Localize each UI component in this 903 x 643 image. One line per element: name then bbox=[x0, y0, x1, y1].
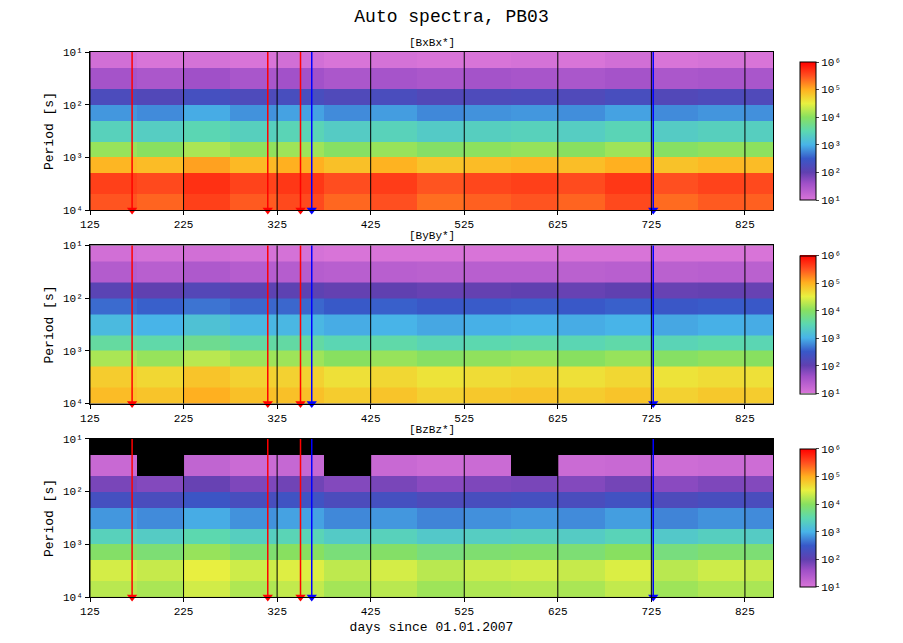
svg-text:325: 325 bbox=[267, 219, 287, 231]
svg-text:10²: 10² bbox=[821, 361, 841, 373]
svg-text:825: 825 bbox=[735, 606, 755, 618]
svg-text:225: 225 bbox=[174, 606, 194, 618]
svg-text:10²: 10² bbox=[63, 293, 83, 305]
svg-text:10⁵: 10⁵ bbox=[821, 471, 841, 483]
svg-text:days since 01.01.2007: days since 01.01.2007 bbox=[350, 620, 514, 635]
svg-text:525: 525 bbox=[454, 413, 474, 425]
svg-text:125: 125 bbox=[80, 413, 100, 425]
svg-text:10¹: 10¹ bbox=[821, 582, 841, 594]
svg-text:10³: 10³ bbox=[63, 152, 83, 164]
svg-text:10²: 10² bbox=[821, 554, 841, 566]
svg-text:Period [s]: Period [s] bbox=[42, 92, 57, 170]
svg-text:10²: 10² bbox=[63, 100, 83, 112]
svg-text:125: 125 bbox=[80, 219, 100, 231]
svg-text:10³: 10³ bbox=[63, 346, 83, 358]
svg-text:725: 725 bbox=[641, 219, 661, 231]
svg-text:525: 525 bbox=[454, 606, 474, 618]
svg-text:10⁴: 10⁴ bbox=[821, 499, 841, 511]
svg-text:10³: 10³ bbox=[821, 527, 841, 539]
svg-text:10²: 10² bbox=[821, 167, 841, 179]
svg-text:225: 225 bbox=[174, 413, 194, 425]
svg-text:425: 425 bbox=[361, 219, 381, 231]
svg-text:[BzBz*]: [BzBz*] bbox=[409, 424, 455, 436]
svg-text:10³: 10³ bbox=[63, 539, 83, 551]
svg-text:10¹: 10¹ bbox=[63, 47, 83, 59]
svg-text:10⁴: 10⁴ bbox=[63, 398, 83, 410]
svg-text:10¹: 10¹ bbox=[821, 388, 841, 400]
svg-text:10⁴: 10⁴ bbox=[63, 592, 83, 604]
svg-text:10⁶: 10⁶ bbox=[821, 444, 841, 456]
svg-text:10¹: 10¹ bbox=[63, 434, 83, 446]
svg-text:[BxBx*]: [BxBx*] bbox=[409, 37, 455, 49]
svg-text:525: 525 bbox=[454, 219, 474, 231]
svg-text:10⁶: 10⁶ bbox=[821, 57, 841, 69]
svg-text:425: 425 bbox=[361, 413, 381, 425]
svg-text:625: 625 bbox=[548, 219, 568, 231]
svg-text:10¹: 10¹ bbox=[63, 240, 83, 252]
svg-text:10⁴: 10⁴ bbox=[63, 205, 83, 217]
svg-text:10⁶: 10⁶ bbox=[821, 250, 841, 262]
svg-text:425: 425 bbox=[361, 606, 381, 618]
svg-text:[ByBy*]: [ByBy*] bbox=[409, 230, 455, 242]
svg-text:625: 625 bbox=[548, 606, 568, 618]
svg-text:10³: 10³ bbox=[821, 140, 841, 152]
svg-text:Period [s]: Period [s] bbox=[42, 479, 57, 557]
svg-text:225: 225 bbox=[174, 219, 194, 231]
svg-text:625: 625 bbox=[548, 413, 568, 425]
svg-text:Auto spectra, PB03: Auto spectra, PB03 bbox=[354, 7, 548, 27]
svg-text:10³: 10³ bbox=[821, 333, 841, 345]
svg-text:10⁵: 10⁵ bbox=[821, 84, 841, 96]
svg-text:10⁵: 10⁵ bbox=[821, 278, 841, 290]
svg-text:725: 725 bbox=[641, 606, 661, 618]
svg-text:825: 825 bbox=[735, 219, 755, 231]
svg-text:10⁴: 10⁴ bbox=[821, 306, 841, 318]
svg-text:325: 325 bbox=[267, 413, 287, 425]
svg-text:10²: 10² bbox=[63, 486, 83, 498]
svg-text:10⁴: 10⁴ bbox=[821, 112, 841, 124]
svg-text:10¹: 10¹ bbox=[821, 195, 841, 207]
svg-text:325: 325 bbox=[267, 606, 287, 618]
svg-text:Period [s]: Period [s] bbox=[42, 285, 57, 363]
svg-text:825: 825 bbox=[735, 413, 755, 425]
svg-text:725: 725 bbox=[641, 413, 661, 425]
svg-text:125: 125 bbox=[80, 606, 100, 618]
